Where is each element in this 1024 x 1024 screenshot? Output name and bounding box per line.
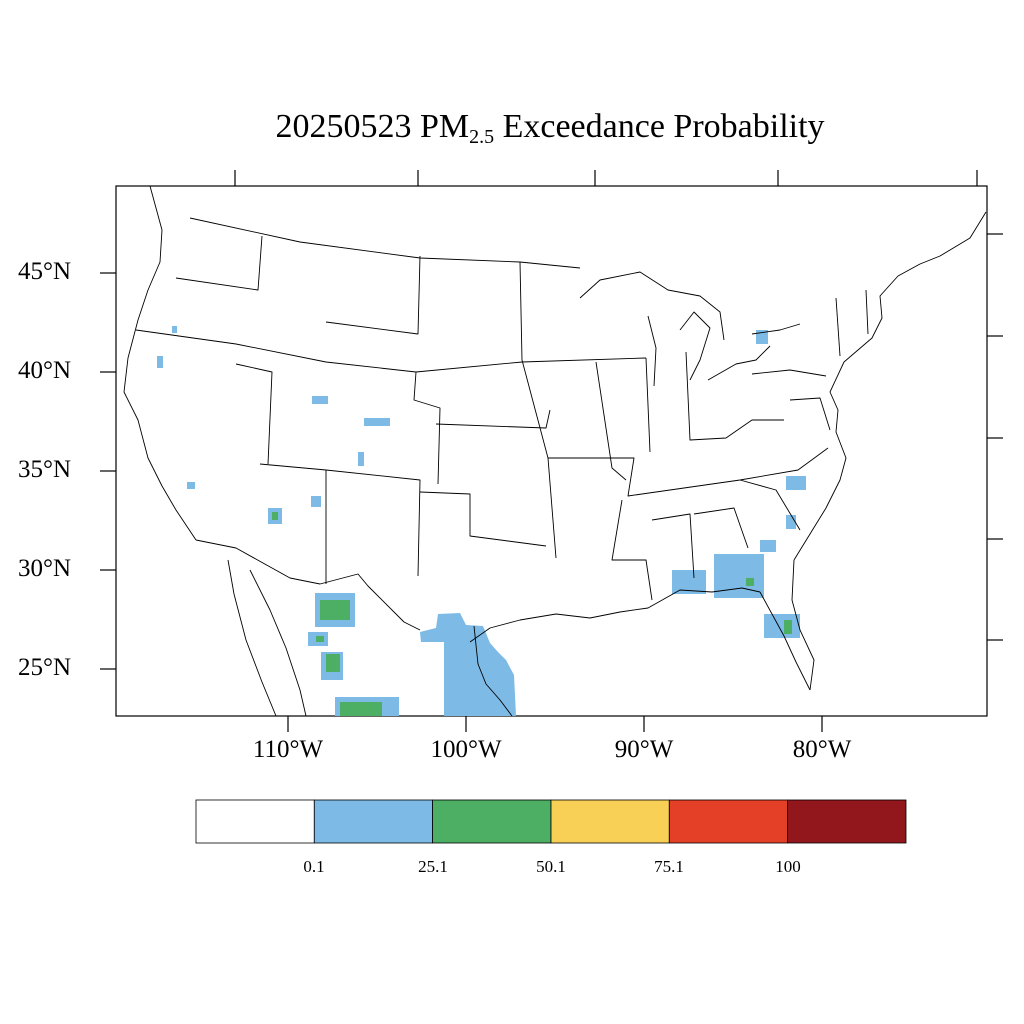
lon-label-80: 80°W — [792, 736, 852, 763]
colorbar-bin-3 — [550, 799, 670, 844]
colorbar-label-1: 25.1 — [418, 857, 448, 876]
lat-label-40: 40°N — [18, 357, 72, 384]
colorbar-label-0: 0.1 — [303, 857, 325, 876]
coastlines-and-borders — [123, 185, 987, 717]
right-ticks — [987, 233, 1003, 641]
lat-label-45: 45°N — [18, 258, 72, 285]
lon-label-110: 110°W — [252, 736, 324, 763]
colorbar-bin-0 — [195, 799, 315, 844]
lat-label-30: 30°N — [18, 555, 72, 582]
colorbar-label-3: 75.1 — [654, 857, 684, 876]
map-title: 20250523 PM2.5 Exceedance Probability — [275, 108, 825, 148]
colorbar-bin-5 — [787, 799, 907, 844]
probability-green-regions — [272, 512, 792, 716]
lat-label-25: 25°N — [18, 654, 72, 681]
probability-blue-regions — [157, 326, 806, 716]
left-ticks — [100, 272, 116, 670]
colorbar — [195, 799, 907, 844]
colorbar-bin-4 — [668, 799, 788, 844]
colorbar-bin-2 — [432, 799, 552, 844]
lon-label-90: 90°W — [614, 736, 674, 763]
map-frame — [115, 185, 988, 717]
colorbar-bin-1 — [313, 799, 433, 844]
colorbar-label-2: 50.1 — [536, 857, 566, 876]
bottom-ticks — [287, 716, 823, 732]
top-ticks — [234, 170, 978, 186]
colorbar-label-4: 100 — [775, 857, 801, 876]
lon-label-100: 100°W — [430, 736, 502, 763]
lat-label-35: 35°N — [18, 456, 72, 483]
